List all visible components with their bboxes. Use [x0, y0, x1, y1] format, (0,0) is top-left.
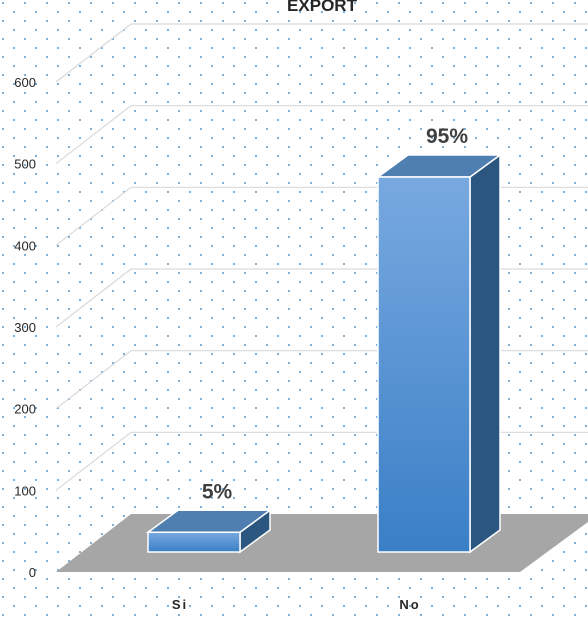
- gridline-diagonal: [55, 105, 132, 165]
- bar-no: [375, 153, 503, 554]
- data-label: 5%: [202, 480, 233, 503]
- gridline-diagonal: [55, 23, 132, 83]
- y-tick-label: 600: [14, 75, 36, 90]
- gridlines: [55, 23, 588, 491]
- x-axis-ticks: Si No: [172, 597, 420, 612]
- floor: [56, 514, 588, 572]
- data-label: 95%: [426, 125, 468, 148]
- gridline-diagonal: [55, 268, 132, 328]
- bar-front: [147, 531, 241, 553]
- bar-side: [469, 153, 501, 554]
- x-tick-label: No: [399, 597, 420, 612]
- gridline-diagonal: [55, 350, 132, 410]
- gridline-diagonal: [55, 431, 132, 491]
- data-labels: 5% 95%: [202, 125, 469, 503]
- gridline-diagonal: [55, 186, 132, 246]
- bars: [145, 153, 503, 554]
- chart-floor: [56, 514, 588, 572]
- y-tick-label: 400: [14, 238, 36, 253]
- y-tick-label: 200: [14, 402, 36, 417]
- x-tick-label: Si: [172, 597, 188, 612]
- y-axis-ticks: 0 100 200 300 400 500 600: [14, 75, 36, 580]
- chart-title: EXPORT: [287, 0, 358, 15]
- y-tick-label: 0: [29, 565, 36, 580]
- y-tick-label: 500: [14, 157, 36, 172]
- y-tick-label: 100: [14, 483, 36, 498]
- y-tick-label: 300: [14, 320, 36, 335]
- bar-si: [145, 508, 273, 554]
- bar-front: [377, 176, 471, 553]
